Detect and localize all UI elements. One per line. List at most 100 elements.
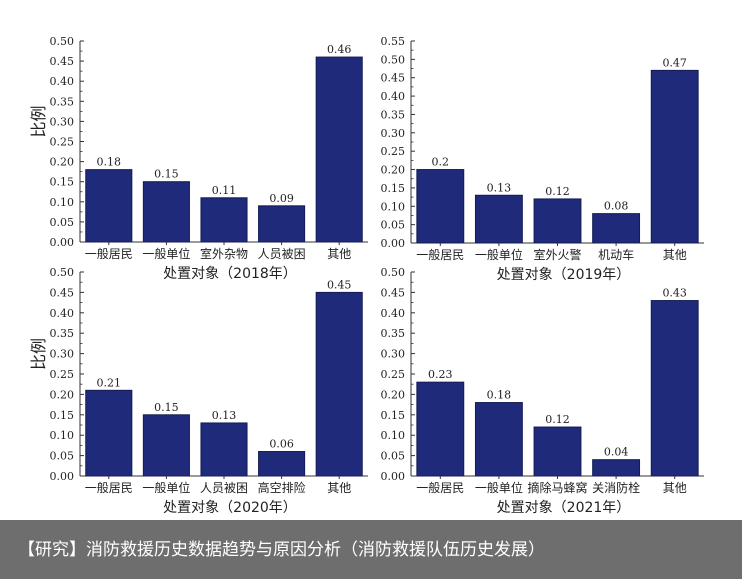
data-label: 0.2 [432, 156, 450, 169]
y-tick-label: 0.50 [381, 53, 406, 66]
y-tick-label: 0.40 [381, 90, 406, 103]
x-tick-label: 摘除马蜂窝 [527, 480, 587, 495]
y-tick-label: 0.00 [50, 470, 75, 483]
data-label: 0.43 [662, 287, 687, 300]
bar [416, 381, 465, 477]
x-tick-label: 人员被困 [258, 247, 306, 261]
bar [533, 198, 582, 244]
data-label: 0.23 [428, 368, 453, 381]
data-label: 0.47 [662, 56, 687, 69]
y-tick-label: 0.50 [50, 35, 75, 48]
data-label: 0.15 [154, 168, 179, 181]
data-label: 0.08 [604, 200, 629, 213]
y-tick-label: 0.25 [50, 136, 75, 149]
x-tick-label: 一般居民 [416, 480, 464, 495]
y-axis-title: 比例 [29, 105, 48, 137]
data-label: 0.15 [154, 401, 179, 414]
y-tick-label: 0.35 [381, 327, 406, 340]
y-tick-label: 0.05 [50, 216, 75, 229]
y-tick-label: 0.30 [381, 127, 406, 140]
y-tick-label: 0.00 [50, 236, 75, 249]
x-tick-label: 一般单位 [475, 247, 523, 262]
x-tick-label: 高空排险 [258, 480, 306, 495]
y-tick-label: 0.35 [381, 108, 406, 121]
y-tick-label: 0.25 [381, 145, 406, 158]
x-tick-label: 机动车 [598, 247, 634, 262]
x-tick-label: 一般居民 [85, 246, 133, 261]
y-tick-label: 0.45 [381, 72, 406, 85]
y-tick-label: 0.35 [50, 327, 75, 340]
y-tick-label: 0.25 [381, 368, 406, 381]
bar [85, 389, 133, 477]
x-tick-label: 其他 [327, 481, 351, 495]
y-tick-label: 0.05 [381, 219, 406, 232]
y-tick-label: 0.20 [50, 156, 75, 169]
bar [142, 414, 190, 477]
y-axis-title: 比例 [29, 338, 48, 370]
chart-panel-2: 0.00 0.05 0.10 0.15 0.20 0.25 0.30 0.35 0.40 0.45… [29, 266, 368, 516]
data-label: 0.06 [269, 438, 294, 451]
x-axis-title: 处置对象（2021年） [497, 500, 631, 516]
bar [258, 205, 306, 243]
bar [315, 56, 363, 243]
y-tick-label: 0.30 [50, 115, 75, 128]
y-tick-label: 0.30 [50, 348, 75, 361]
data-label: 0.09 [269, 192, 294, 205]
data-label: 0.13 [487, 181, 512, 194]
bar [142, 181, 190, 243]
y-tick-label: 0.40 [50, 75, 75, 88]
bar [200, 422, 248, 477]
y-tick-label: 0.40 [381, 307, 406, 320]
bar [474, 194, 523, 244]
x-tick-label: 室外火警 [533, 247, 581, 262]
x-tick-label: 关消防栓 [592, 480, 640, 495]
data-label: 0.18 [487, 389, 512, 402]
y-tick-label: 0.10 [50, 196, 75, 209]
y-tick-label: 0.00 [381, 470, 406, 483]
y-tick-label: 0.30 [381, 348, 406, 361]
bar [315, 291, 363, 477]
y-tick-label: 0.50 [381, 266, 406, 279]
y-tick-label: 0.35 [50, 95, 75, 108]
x-tick-label: 其他 [663, 481, 687, 495]
x-tick-label: 一般单位 [475, 480, 523, 495]
data-label: 0.13 [212, 409, 237, 422]
y-tick-label: 0.45 [50, 55, 75, 68]
y-tick-label: 0.45 [381, 286, 406, 299]
bar [650, 300, 699, 477]
y-tick-label: 0.20 [50, 388, 75, 401]
data-label: 0.12 [545, 185, 570, 198]
x-tick-label: 一般居民 [85, 480, 133, 495]
y-tick-label: 0.00 [381, 237, 406, 250]
caption-text: 【研究】消防救援历史数据趋势与原因分析（消防救援队伍历史发展） [18, 540, 545, 560]
data-label: 0.04 [604, 446, 629, 459]
data-label: 0.18 [97, 156, 122, 169]
bar [474, 402, 523, 477]
y-tick-label: 0.10 [50, 429, 75, 442]
y-tick-label: 0.10 [381, 200, 406, 213]
y-tick-label: 0.15 [50, 409, 75, 422]
bar-charts-grid: 0.00 0.05 0.10 0.15 0.20 0.25 0.30 0.35 0.40 0.45… [29, 35, 704, 516]
bar [592, 213, 641, 244]
y-tick-label: 0.20 [381, 164, 406, 177]
y-tick-label: 0.15 [381, 409, 406, 422]
chart-panel-0: 0.00 0.05 0.10 0.15 0.20 0.25 0.30 0.35 0.40 0.45… [29, 35, 368, 282]
y-tick-label: 0.40 [50, 307, 75, 320]
chart-panel-1: 0.00 0.05 0.10 0.15 0.20 0.25 0.30 0.35 0.40 0.45… [381, 35, 704, 283]
data-label: 0.46 [327, 43, 352, 56]
x-tick-label: 一般居民 [416, 247, 464, 262]
y-tick-label: 0.55 [381, 35, 406, 48]
x-tick-label: 一般单位 [142, 480, 190, 495]
bar [592, 459, 641, 477]
y-tick-label: 0.25 [50, 368, 75, 381]
y-tick-label: 0.45 [50, 286, 75, 299]
data-label: 0.21 [97, 376, 122, 389]
bar [85, 169, 133, 243]
x-axis-title: 处置对象（2020年） [163, 500, 297, 516]
y-tick-label: 0.05 [50, 450, 75, 463]
y-tick-label: 0.05 [381, 450, 406, 463]
bar [200, 197, 248, 243]
y-tick-label: 0.10 [381, 429, 406, 442]
x-axis-title: 处置对象（2018年） [163, 266, 297, 282]
